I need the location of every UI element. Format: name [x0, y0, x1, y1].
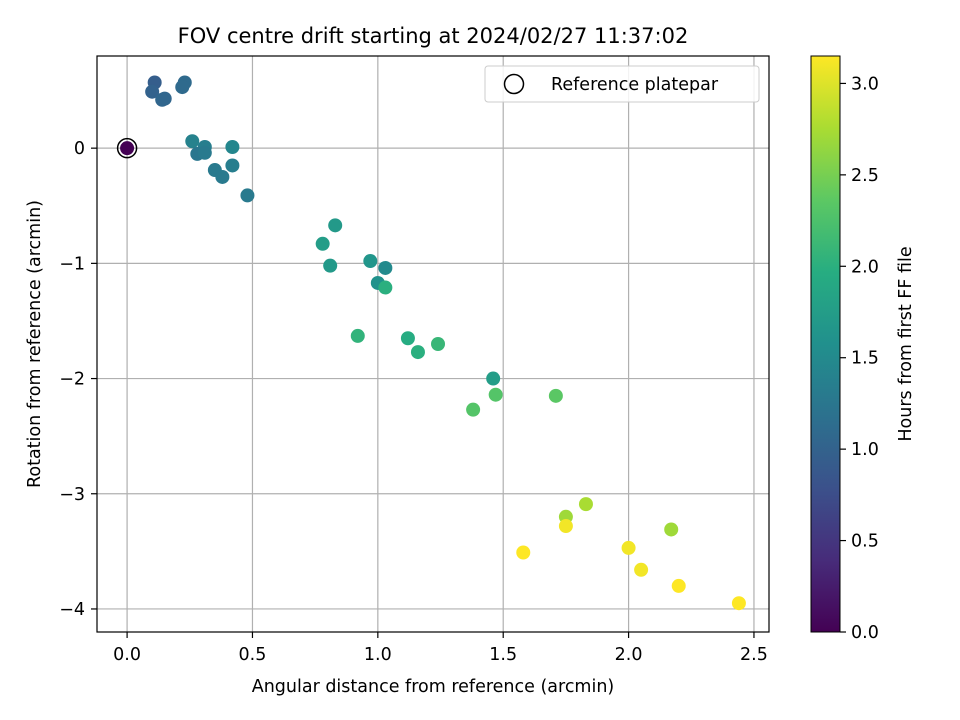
scatter-point — [486, 371, 501, 386]
chart-title: FOV centre drift starting at 2024/02/27 … — [178, 24, 689, 48]
scatter-point — [155, 92, 170, 107]
colorbar-tick-label: 3.0 — [851, 74, 879, 94]
scatter-point — [175, 80, 190, 95]
scatter-point — [185, 134, 200, 149]
y-tick-label: −1 — [59, 254, 85, 274]
scatter-point — [431, 337, 446, 351]
x-axis-ticks: 0.0 0.5 1.0 1.5 2.0 2.5 — [113, 632, 768, 665]
scatter-point — [328, 218, 343, 233]
reference-platepar-marker — [116, 137, 138, 159]
y-tick-label: −2 — [59, 370, 85, 390]
scatter-point — [634, 562, 649, 577]
scatter-point — [363, 254, 378, 269]
scatter-point — [350, 328, 365, 343]
scatter-point — [410, 345, 425, 360]
scatter-point — [215, 169, 230, 184]
x-tick-label: 2.5 — [740, 645, 768, 665]
scatter-point — [197, 145, 212, 160]
scatter-point — [378, 260, 393, 275]
colorbar-tick-label: 2.0 — [851, 257, 879, 277]
colorbar-tick-label: 0.5 — [851, 532, 879, 552]
colorbar-tick-label: 0.0 — [851, 623, 879, 643]
colorbar-tick-label: 2.5 — [851, 166, 879, 186]
legend-box — [484, 65, 760, 103]
scatter-point — [323, 258, 338, 273]
scatter-point — [621, 540, 636, 555]
reference-point — [120, 141, 135, 156]
scatter-point — [315, 236, 330, 251]
y-axis-label: Rotation from reference (arcmin) — [25, 200, 45, 488]
x-tick-label: 1.0 — [364, 645, 392, 665]
y-tick-label: 0 — [74, 139, 85, 159]
scatter-point — [548, 388, 563, 403]
colorbar-ticks: 0.0 0.5 1.0 1.5 2.0 2.5 3.0 — [840, 74, 879, 643]
scatter-point — [400, 331, 415, 346]
x-tick-label: 0.5 — [239, 645, 267, 665]
x-tick-label: 1.5 — [489, 645, 517, 665]
scatter-point — [558, 519, 573, 534]
scatter-point — [516, 545, 531, 560]
colorbar-tick-label: 1.5 — [851, 349, 879, 369]
x-axis-label: Angular distance from reference (arcmin) — [252, 677, 615, 697]
colorbar-label: Hours from first FF file — [896, 246, 916, 441]
scatter-point — [145, 84, 160, 99]
y-tick-label: −4 — [59, 600, 85, 620]
colorbar-tick-label: 1.0 — [851, 440, 879, 460]
x-tick-label: 0.0 — [113, 645, 141, 665]
scatter-point — [731, 596, 746, 611]
scatter-point — [664, 522, 679, 537]
legend: Reference platepar — [484, 65, 760, 103]
scatter-point — [671, 578, 686, 593]
y-tick-label: −3 — [59, 485, 85, 505]
colorbar — [810, 55, 841, 633]
scatter-point — [225, 158, 240, 173]
y-axis-ticks: 0 −1 −2 −3 −4 — [59, 139, 97, 620]
grid-lines — [97, 56, 769, 632]
scatter-point — [578, 497, 593, 512]
plot-frame — [96, 55, 770, 633]
scatter-points — [116, 75, 746, 611]
x-tick-label: 2.0 — [615, 645, 643, 665]
scatter-point — [240, 188, 255, 203]
scatter-point — [488, 387, 503, 402]
scatter-point — [225, 140, 240, 155]
scatter-point — [378, 280, 393, 295]
legend-label-reference: Reference platepar — [551, 75, 719, 95]
scatter-point — [466, 402, 481, 417]
legend-marker-reference — [503, 73, 525, 95]
